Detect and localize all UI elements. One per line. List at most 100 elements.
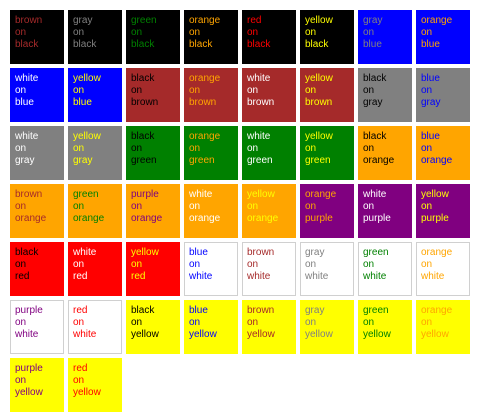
swatch-foreground-label: brown	[247, 305, 275, 316]
swatch-background-label: blue	[73, 97, 92, 108]
color-swatch-black-on-gray: black on gray	[358, 68, 412, 122]
swatch-foreground-label: green	[131, 15, 157, 26]
swatch-connector-label: on	[363, 259, 375, 270]
swatch-foreground-label: gray	[73, 15, 93, 26]
swatch-foreground-label: yellow	[305, 15, 333, 26]
swatch-connector-label: on	[305, 27, 317, 38]
swatch-foreground-label: orange	[305, 189, 337, 200]
swatch-background-label: green	[189, 155, 215, 166]
swatch-background-label: red	[131, 271, 146, 282]
color-swatch-black-on-red: black on red	[10, 242, 64, 296]
swatch-background-label: gray	[421, 97, 441, 108]
swatch-foreground-label: gray	[363, 15, 383, 26]
swatch-connector-label: on	[305, 259, 317, 270]
swatch-background-label: orange	[247, 213, 279, 224]
swatch-foreground-label: white	[247, 73, 271, 84]
swatch-connector-label: on	[247, 143, 259, 154]
swatch-foreground-label: brown	[15, 15, 43, 26]
swatch-connector-label: on	[73, 85, 85, 96]
swatch-connector-label: on	[15, 85, 27, 96]
swatch-connector-label: on	[247, 259, 259, 270]
color-swatch-purple-on-yellow: purple on yellow	[10, 358, 64, 412]
swatch-foreground-label: white	[189, 189, 213, 200]
swatch-background-label: gray	[73, 155, 93, 166]
swatch-background-label: yellow	[363, 329, 391, 340]
swatch-connector-label: on	[73, 375, 85, 386]
swatch-foreground-label: red	[73, 363, 88, 374]
swatch-foreground-label: purple	[15, 363, 43, 374]
swatch-background-label: orange	[363, 155, 395, 166]
swatch-foreground-label: black	[363, 131, 387, 142]
color-swatch-brown-on-orange: brown on orange	[10, 184, 64, 238]
swatch-foreground-label: blue	[189, 305, 208, 316]
swatch-background-label: brown	[247, 97, 275, 108]
swatch-background-label: yellow	[131, 329, 159, 340]
swatch-connector-label: on	[189, 27, 201, 38]
color-swatch-gray-on-yellow: gray on yellow	[300, 300, 354, 354]
color-swatch-yellow-on-green: yellow on green	[300, 126, 354, 180]
color-swatch-yellow-on-black: yellow on black	[300, 10, 354, 64]
swatch-background-label: blue	[421, 39, 440, 50]
swatch-connector-label: on	[131, 201, 143, 212]
swatch-foreground-label: orange	[421, 305, 453, 316]
color-swatch-blue-on-white: blue on white	[184, 242, 238, 296]
swatch-connector-label: on	[15, 143, 27, 154]
color-swatch-orange-on-green: orange on green	[184, 126, 238, 180]
swatch-connector-label: on	[73, 317, 85, 328]
color-swatch-blue-on-gray: blue on gray	[416, 68, 470, 122]
swatch-connector-label: on	[15, 201, 27, 212]
color-swatch-red-on-black: red on black	[242, 10, 296, 64]
swatch-connector-label: on	[421, 317, 433, 328]
swatch-connector-label: on	[421, 259, 433, 270]
swatch-connector-label: on	[363, 85, 375, 96]
swatch-foreground-label: green	[363, 305, 389, 316]
swatch-connector-label: on	[363, 317, 375, 328]
swatch-connector-label: on	[131, 85, 143, 96]
swatch-background-label: blue	[15, 97, 34, 108]
swatch-foreground-label: blue	[421, 73, 440, 84]
swatch-connector-label: on	[421, 27, 433, 38]
swatch-foreground-label: orange	[421, 15, 453, 26]
swatch-background-label: brown	[131, 97, 159, 108]
swatch-connector-label: on	[421, 201, 433, 212]
color-swatch-white-on-purple: white on purple	[358, 184, 412, 238]
swatch-foreground-label: black	[131, 73, 155, 84]
swatch-background-label: gray	[15, 155, 35, 166]
color-swatch-orange-on-white: orange on white	[416, 242, 470, 296]
swatch-foreground-label: brown	[247, 247, 275, 258]
color-swatch-green-on-black: green on black	[126, 10, 180, 64]
color-swatch-black-on-green: black on green	[126, 126, 180, 180]
swatch-background-label: orange	[189, 213, 221, 224]
color-swatch-brown-on-white: brown on white	[242, 242, 296, 296]
color-swatch-yellow-on-blue: yellow on blue	[68, 68, 122, 122]
swatch-connector-label: on	[189, 317, 201, 328]
swatch-background-label: yellow	[305, 329, 333, 340]
swatch-background-label: white	[189, 271, 213, 282]
swatch-connector-label: on	[247, 201, 259, 212]
color-swatch-green-on-orange: green on orange	[68, 184, 122, 238]
swatch-background-label: black	[15, 39, 39, 50]
swatch-background-label: black	[131, 39, 155, 50]
swatch-connector-label: on	[15, 317, 27, 328]
color-swatch-orange-on-yellow: orange on yellow	[416, 300, 470, 354]
swatch-background-label: green	[131, 155, 157, 166]
swatch-background-label: white	[363, 271, 387, 282]
swatch-background-label: white	[15, 329, 39, 340]
swatch-background-label: red	[15, 271, 30, 282]
color-swatch-yellow-on-red: yellow on red	[126, 242, 180, 296]
swatch-foreground-label: red	[73, 305, 88, 316]
color-swatch-green-on-white: green on white	[358, 242, 412, 296]
color-swatch-white-on-brown: white on brown	[242, 68, 296, 122]
swatch-connector-label: on	[73, 143, 85, 154]
swatch-connector-label: on	[189, 201, 201, 212]
color-swatch-grid: brown on black gray on black green on black orang…	[10, 10, 474, 412]
swatch-foreground-label: black	[363, 73, 387, 84]
color-swatch-yellow-on-brown: yellow on brown	[300, 68, 354, 122]
color-swatch-black-on-orange: black on orange	[358, 126, 412, 180]
swatch-background-label: purple	[421, 213, 449, 224]
color-swatch-white-on-blue: white on blue	[10, 68, 64, 122]
swatch-background-label: purple	[305, 213, 333, 224]
color-swatch-blue-on-yellow: blue on yellow	[184, 300, 238, 354]
swatch-foreground-label: gray	[305, 305, 325, 316]
swatch-foreground-label: gray	[305, 247, 325, 258]
